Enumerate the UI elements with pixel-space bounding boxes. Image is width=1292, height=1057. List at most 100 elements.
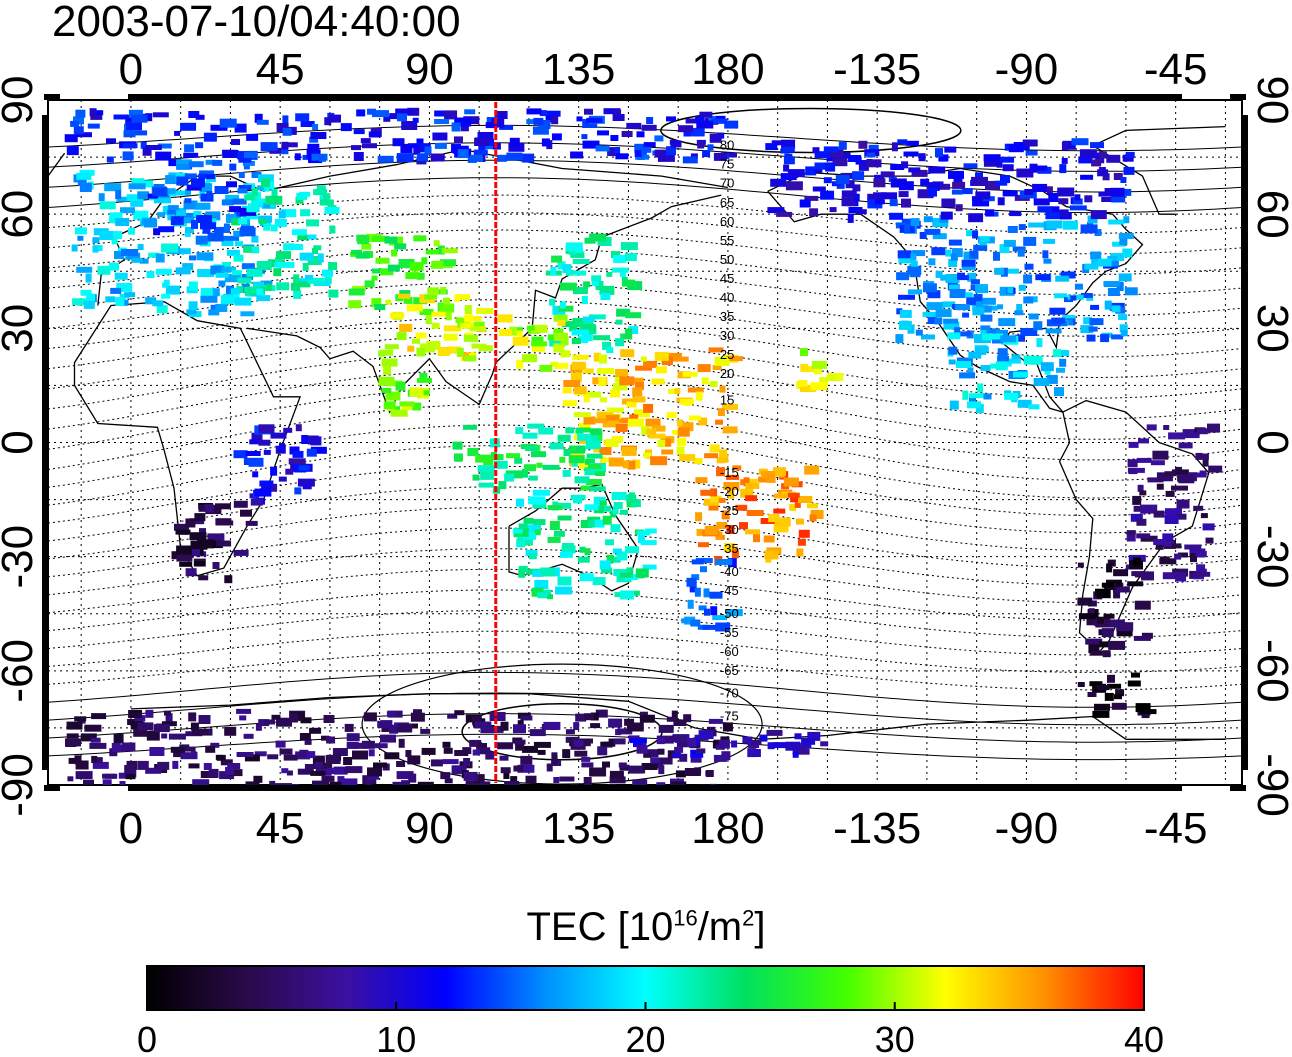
coastline bbox=[767, 190, 1064, 413]
tec-cell bbox=[206, 191, 213, 200]
isoline-label: -50 bbox=[720, 606, 739, 621]
tec-cell bbox=[442, 741, 451, 748]
tec-cell bbox=[676, 739, 692, 748]
tec-cell bbox=[387, 264, 400, 272]
tec-cell bbox=[244, 152, 257, 158]
tec-cell bbox=[323, 715, 335, 723]
tec-cell bbox=[208, 309, 220, 316]
tec-cell bbox=[1013, 371, 1028, 378]
tec-cell bbox=[995, 180, 1008, 186]
tec-cell bbox=[190, 722, 199, 731]
tec-cell bbox=[235, 241, 243, 247]
tec-cell bbox=[703, 588, 710, 598]
tec-cell bbox=[867, 193, 884, 201]
tec-cell bbox=[637, 530, 651, 536]
tec-cell bbox=[392, 781, 410, 785]
tec-cell bbox=[200, 183, 213, 193]
tec-cell bbox=[702, 150, 711, 158]
top-lon-label: 90 bbox=[405, 45, 454, 94]
tec-cell bbox=[328, 262, 338, 271]
tec-cell bbox=[583, 777, 592, 785]
tec-cell bbox=[451, 122, 461, 132]
tec-cell bbox=[241, 274, 252, 281]
tec-cell bbox=[374, 743, 388, 749]
tec-cell bbox=[145, 113, 153, 122]
tec-cell bbox=[562, 749, 571, 759]
right-lat-label: -30 bbox=[1248, 525, 1292, 589]
tec-cell bbox=[533, 117, 544, 125]
tec-cell bbox=[525, 775, 537, 784]
tec-cell bbox=[656, 738, 665, 745]
bottom-lon-label: 45 bbox=[256, 804, 305, 853]
tec-cell bbox=[104, 183, 122, 192]
tec-cell bbox=[271, 188, 278, 198]
tec-cell bbox=[941, 198, 956, 208]
tec-cell bbox=[713, 754, 727, 762]
tec-cell bbox=[927, 317, 937, 324]
tec-cell bbox=[1087, 215, 1098, 224]
tec-cell bbox=[616, 308, 631, 317]
tec-cell bbox=[1153, 539, 1167, 545]
tec-cell bbox=[524, 464, 537, 472]
tec-cell bbox=[581, 756, 591, 762]
tec-cell bbox=[1011, 354, 1021, 360]
tec-cell bbox=[274, 218, 287, 227]
tec-cell bbox=[725, 356, 743, 362]
tec-cell bbox=[184, 144, 195, 153]
tec-cell bbox=[251, 246, 260, 254]
tec-cell bbox=[306, 219, 320, 227]
tec-cell bbox=[1098, 191, 1112, 197]
tec-cell bbox=[910, 218, 920, 227]
tec-cell bbox=[1134, 600, 1151, 610]
tec-cell bbox=[306, 448, 317, 457]
tec-cell bbox=[687, 127, 705, 136]
tec-cells bbox=[64, 107, 1223, 785]
tec-cell bbox=[672, 429, 681, 435]
tec-cell bbox=[114, 251, 124, 259]
tec-cell bbox=[620, 242, 638, 251]
tec-cell bbox=[128, 183, 146, 190]
tec-cell bbox=[1171, 485, 1188, 491]
tec-cell bbox=[571, 361, 586, 370]
tec-cell bbox=[532, 489, 550, 496]
tec-cell bbox=[189, 255, 196, 261]
tec-cell bbox=[439, 303, 455, 313]
tec-cell bbox=[934, 317, 943, 325]
tec-cell bbox=[281, 209, 297, 218]
tec-cell bbox=[177, 248, 191, 255]
tec-cell bbox=[599, 560, 611, 570]
tec-cell bbox=[773, 524, 789, 533]
tec-cell bbox=[85, 273, 92, 283]
tec-cell bbox=[753, 534, 760, 543]
tec-cell bbox=[1101, 197, 1115, 202]
tec-cell bbox=[497, 314, 513, 323]
tec-cell bbox=[172, 760, 179, 769]
tec-cell bbox=[611, 251, 621, 259]
tec-cell bbox=[305, 234, 317, 240]
tec-cell bbox=[258, 719, 270, 727]
tec-cell bbox=[248, 457, 264, 467]
tec-cell bbox=[192, 729, 208, 736]
tec-cell bbox=[319, 199, 334, 206]
tec-cell bbox=[579, 573, 594, 582]
tec-cell bbox=[704, 525, 718, 535]
tec-cell bbox=[260, 199, 270, 206]
tec-cell bbox=[188, 281, 198, 291]
tec-cell bbox=[947, 332, 961, 340]
tec-cell bbox=[980, 325, 991, 332]
tec-cell bbox=[920, 178, 930, 186]
tec-cell bbox=[534, 580, 549, 589]
tec-cell bbox=[618, 417, 629, 424]
tec-cell bbox=[1089, 681, 1103, 687]
tec-cell bbox=[210, 124, 228, 131]
tec-cell bbox=[152, 112, 169, 118]
tec-cell bbox=[1178, 474, 1195, 484]
tec-cell bbox=[963, 163, 978, 169]
tec-cell bbox=[1207, 423, 1220, 433]
tec-cell bbox=[1156, 472, 1173, 482]
tec-cell bbox=[279, 443, 285, 453]
tec-cell bbox=[222, 150, 239, 158]
tec-cell bbox=[611, 267, 629, 273]
tec-cell bbox=[783, 164, 790, 172]
tec-cell bbox=[577, 433, 592, 441]
